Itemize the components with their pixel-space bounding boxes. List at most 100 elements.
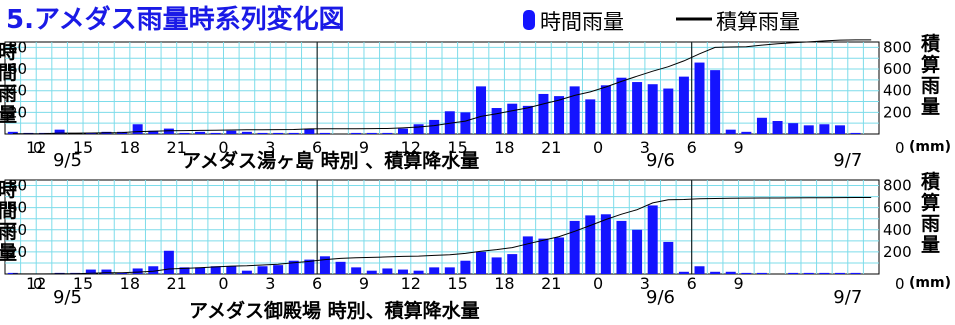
y-tick-left: 40 [8,221,27,239]
hourly-rain-bar [569,220,580,274]
x-tick-label: 12 [26,274,46,293]
hourly-rain-bar [195,131,206,134]
right-axis-title: 算 [921,191,940,214]
hourly-rain-bar [148,266,159,274]
hourly-rain-bar [397,269,408,274]
hourly-rain-bar [772,121,783,134]
hourly-rain-bar [647,205,658,274]
hourly-rain-bar [273,265,284,274]
hourly-rain-bar [522,236,533,274]
y-tick-right: 800 [883,38,912,56]
x-tick-label: 6 [312,138,322,157]
hourly-rain-bar [756,272,767,274]
hourly-rain-bar [788,272,799,274]
y-tick-left: 40 [8,82,27,100]
y-zero-left: 0 [33,275,43,293]
hourly-rain-bar [241,131,252,134]
hourly-rain-bar [366,270,377,274]
unit-label: (mm) [909,139,951,155]
right-axis-title: 雨 [921,213,940,235]
hourly-rain-bar [600,214,611,274]
left-axis-title: 間 [0,62,17,84]
hourly-rain-bar [647,84,658,134]
hourly-rain-bar [507,254,518,274]
hourly-rain-bar [226,266,237,274]
x-tick-label: 12 [401,138,421,157]
hourly-rain-bar [288,260,299,274]
x-tick-label: 0 [218,274,228,293]
hourly-rain-bar [163,250,174,274]
date-label: 9/7 [833,150,862,171]
hourly-rain-bar [460,112,471,134]
station-label: アメダス湯ヶ島 時別 、積算降水量 [182,149,479,172]
hourly-rain-bar [288,132,299,134]
hourly-rain-bar [632,229,643,274]
right-axis-title: 量 [921,234,940,256]
x-tick-label: 9 [359,138,369,157]
hourly-rain-bar [179,267,190,274]
hourly-rain-bar [850,132,861,134]
x-tick-label: 15 [73,138,93,157]
y-tick-right: 800 [883,177,912,195]
unit-label: (mm) [909,275,951,291]
x-tick-label: 6 [687,274,697,293]
x-tick-label: 12 [401,274,421,293]
hourly-rain-bar [366,132,377,134]
hourly-rain-bar [319,132,330,134]
hourly-rain-bar [803,272,814,274]
hourly-rain-bar [351,267,362,274]
hourly-rain-bar [491,257,502,274]
hourly-rain-bar [273,132,284,134]
legend-line-label: 積算雨量 [716,10,800,34]
x-tick-label: 18 [494,274,514,293]
hourly-rain-bar [538,238,549,274]
right-axis-title: 雨 [921,75,940,97]
hourly-rain-bar [257,266,268,274]
hourly-rain-bar [397,128,408,134]
left-axis-title: 雨 [0,83,17,105]
x-tick-label: 9 [733,274,743,293]
date-label: 9/7 [833,287,862,308]
hourly-rain-bar [476,251,487,274]
y-tick-right: 200 [883,243,912,261]
hourly-rain-bar [725,129,736,134]
hourly-rain-bar [257,132,268,134]
left-axis-title: 雨 [0,221,17,243]
hourly-rain-bar [148,130,159,134]
y-tick-left: 20 [8,243,27,261]
hourly-rain-bar [304,128,315,134]
station-label: アメダス御殿場 時別、積算降水量 [189,299,480,322]
y-tick-right: 600 [883,60,912,78]
x-tick-label: 0 [593,138,603,157]
hourly-rain-bar [710,271,721,274]
x-tick-label: 21 [166,274,186,293]
y-zero-left: 0 [33,139,43,157]
right-axis-title: 量 [921,96,940,118]
x-tick-label: 15 [73,274,93,293]
hourly-rain-bar [382,132,393,134]
left-axis-title: 時 [0,179,17,201]
y-tick-left: 60 [8,60,27,78]
hourly-rain-bar [819,124,830,134]
y-tick-right: 600 [883,199,912,217]
hourly-rain-bar [834,125,845,134]
hourly-rain-bar [444,111,455,134]
hourly-rain-bar [819,272,830,274]
hourly-rain-bar [803,125,814,134]
hourly-rain-bar [834,272,845,274]
hourly-rain-bar [678,271,689,274]
hourly-rain-bar [756,117,767,134]
hourly-rain-bar [538,93,549,134]
right-axis-title: 算 [921,53,940,76]
hourly-rain-bar [351,132,362,134]
hourly-rain-bar [304,259,315,274]
hourly-rain-bar [54,129,65,134]
hourly-rain-bar [319,256,330,274]
hourly-rain-bar [117,272,128,274]
date-label: 9/6 [646,287,675,308]
cumulative-rain-line [12,197,872,275]
